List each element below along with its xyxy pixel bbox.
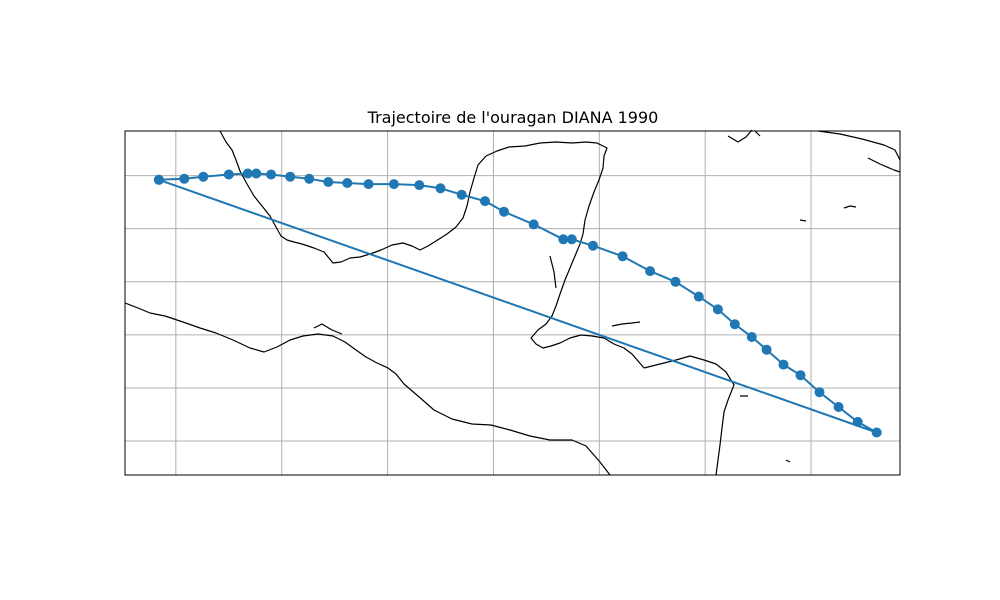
coastline-us-gulf: [219, 130, 608, 264]
coastline-cuba: [799, 157, 901, 222]
hurricane-track: [153, 168, 882, 438]
track-point: [729, 319, 740, 330]
track-point: [833, 402, 844, 412]
track-point: [778, 359, 789, 370]
track-point: [645, 266, 656, 277]
track-point: [388, 179, 399, 190]
track-point: [251, 168, 262, 179]
track-point: [814, 387, 825, 398]
track-point: [871, 427, 882, 438]
track-point: [435, 183, 446, 194]
track-point: [480, 196, 490, 207]
coastline-pacific: [124, 302, 611, 476]
track-point: [746, 332, 757, 342]
track-point: [342, 178, 353, 188]
map-frame: [124, 130, 901, 476]
track-point: [795, 370, 806, 381]
track-point: [285, 171, 296, 182]
track-point: [670, 276, 681, 287]
track-point: [852, 416, 863, 427]
coastlines: [124, 129, 901, 476]
track-point: [179, 173, 190, 184]
track-point: [266, 169, 277, 180]
track-point: [153, 174, 164, 185]
track-point: [499, 206, 509, 217]
track-point: [242, 168, 253, 179]
track-point: [558, 234, 569, 245]
coastline-hispaniola: [643, 355, 735, 476]
coastline-yucatan-east: [530, 243, 645, 369]
track-point: [617, 251, 628, 262]
map-title: Trajectoire de l'ouragan DIANA 1990: [367, 108, 659, 127]
gridlines: [125, 131, 900, 475]
track-point: [588, 240, 598, 251]
coastline-florida: [727, 129, 901, 161]
track-point: [693, 291, 704, 302]
track-point: [566, 234, 577, 245]
track-point: [223, 169, 234, 180]
track-point: [414, 180, 425, 191]
track-point: [761, 344, 772, 355]
track-points: [153, 168, 882, 438]
track-point: [712, 304, 723, 315]
track-point: [528, 219, 539, 230]
map-plot-area: [124, 129, 901, 476]
track-point: [363, 179, 374, 190]
track-point: [304, 173, 315, 184]
coastline-islands: [313, 255, 791, 463]
track-point: [456, 189, 467, 200]
track-point: [198, 171, 209, 182]
track-point: [323, 177, 334, 187]
